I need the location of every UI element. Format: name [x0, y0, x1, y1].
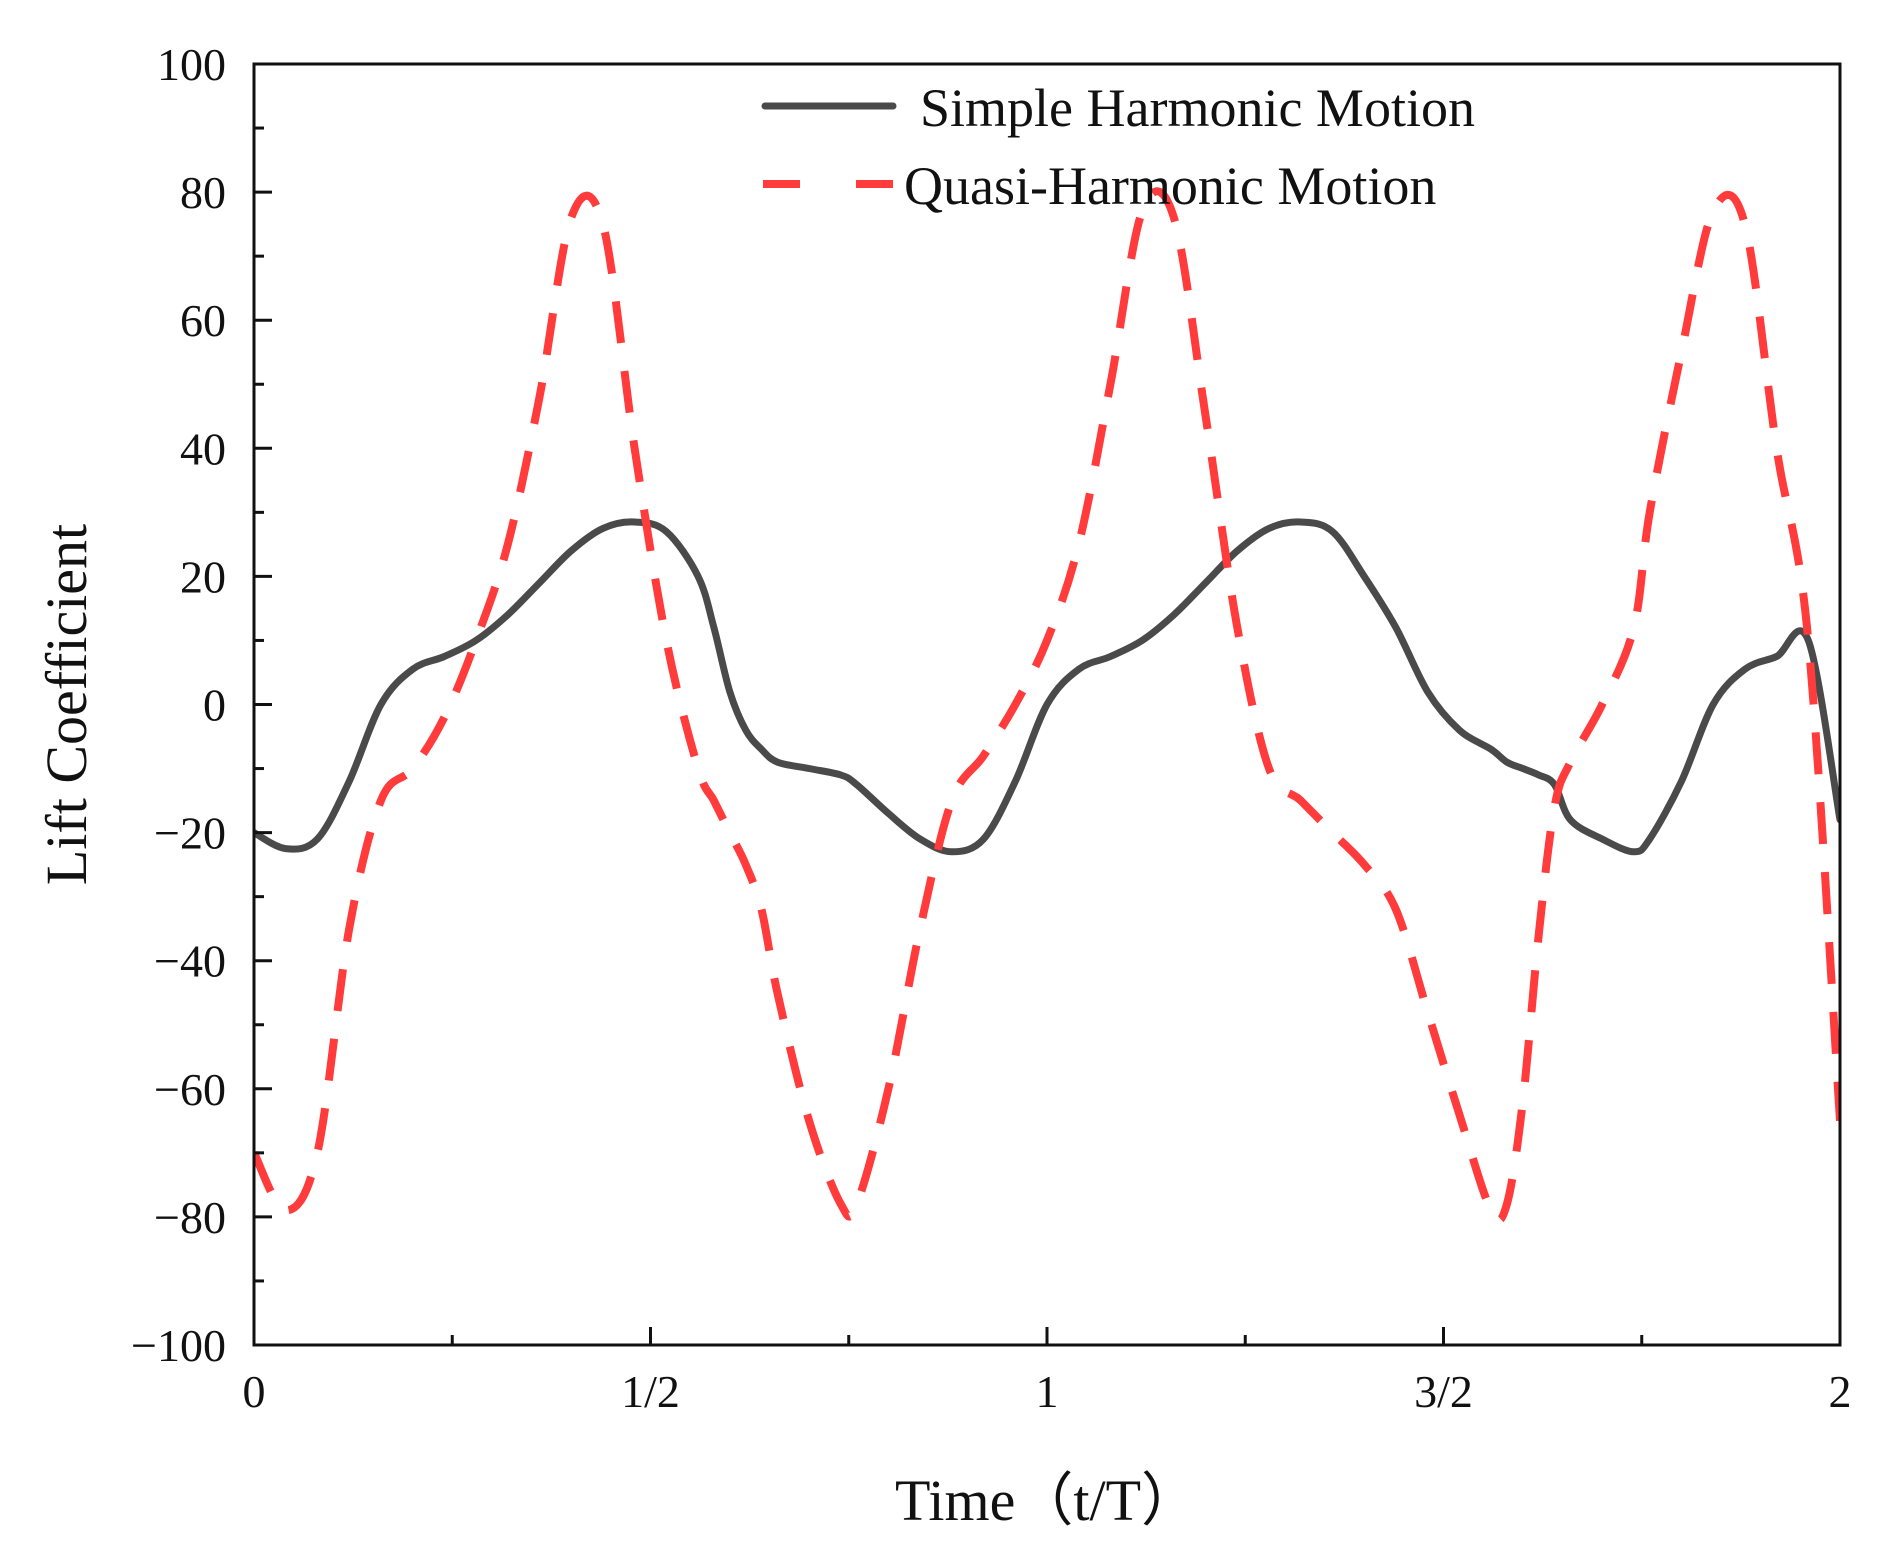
ticks-layer	[252, 62, 1842, 1347]
x-tick-label: 1	[1036, 1366, 1059, 1417]
y-tick-label: 80	[180, 167, 226, 218]
y-tick-label: 20	[180, 551, 226, 602]
y-tick-label: 60	[180, 295, 226, 346]
y-tick-label: 100	[157, 39, 226, 90]
series-layer	[254, 187, 1840, 1224]
y-tick-label: −100	[131, 1320, 226, 1371]
y-tick-label: 40	[180, 423, 226, 474]
legend: Simple Harmonic Motion Quasi-Harmonic Mo…	[761, 78, 1475, 216]
x-tick-label: 3/2	[1414, 1366, 1473, 1417]
y-tick-label: −60	[154, 1064, 226, 1115]
legend-label-simple-harmonic: Simple Harmonic Motion	[920, 78, 1475, 138]
y-tick-label: −20	[154, 808, 226, 859]
y-tick-label: 0	[203, 680, 226, 731]
y-tick-label: −80	[154, 1192, 226, 1243]
x-tick-label: 1/2	[621, 1366, 680, 1417]
series-line-quasi-harmonic	[254, 187, 1840, 1224]
x-tick-label: 0	[243, 1366, 266, 1417]
x-axis-title: Time（t/T）	[895, 1468, 1199, 1533]
x-tick-label: 2	[1829, 1366, 1852, 1417]
y-tick-label: −40	[154, 936, 226, 987]
y-axis-title: Lift Coefficient	[34, 524, 99, 885]
legend-label-quasi-harmonic: Quasi-Harmonic Motion	[904, 156, 1436, 216]
series-line-simple-harmonic	[254, 518, 1840, 856]
tick-labels-layer: 0 1/2 1 3/2 2 100 80 60 40 20 0 −20 −40 −60 −80 −100	[131, 39, 1851, 1417]
